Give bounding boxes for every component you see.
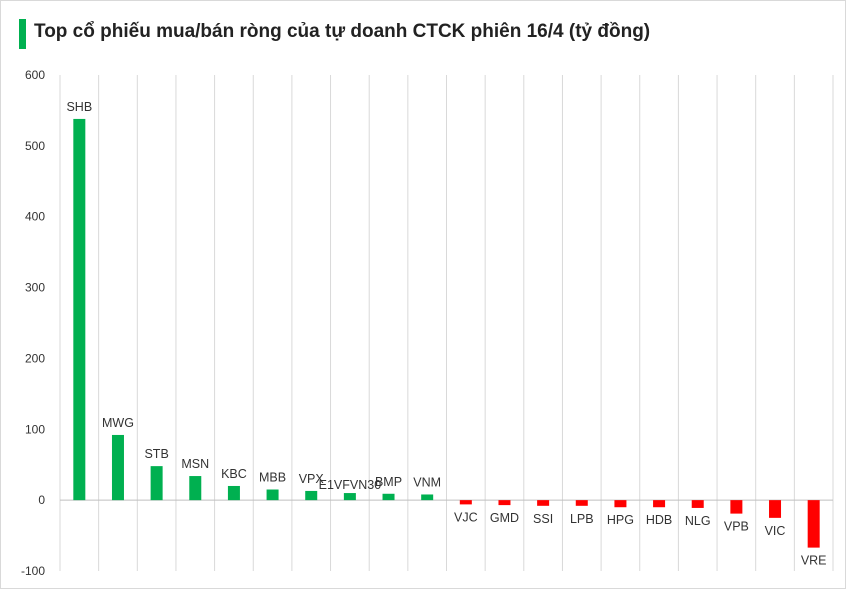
bar-lpb	[575, 500, 588, 506]
y-tick-label: 500	[25, 139, 45, 153]
category-label: VPX	[299, 472, 325, 486]
category-label: SSI	[533, 512, 553, 526]
bar-gmd	[498, 500, 511, 506]
bar-vpb	[730, 500, 743, 514]
y-tick-label: 400	[25, 210, 45, 224]
y-tick-label: 300	[25, 281, 45, 295]
bar-msn	[189, 476, 202, 501]
bar-nlg	[691, 500, 704, 508]
y-tick-label: 100	[25, 422, 45, 436]
category-label: MBB	[259, 471, 286, 485]
y-tick-label: 200	[25, 351, 45, 365]
y-tick-label: -100	[21, 564, 45, 578]
category-label: MWG	[102, 416, 134, 430]
category-label: LPB	[570, 512, 594, 526]
category-label: BMP	[375, 475, 402, 489]
category-label: HDB	[646, 513, 672, 527]
bar-vjc	[459, 500, 472, 505]
chart-title: Top cổ phiếu mua/bán ròng của tự doanh C…	[34, 21, 651, 42]
bar-stb	[150, 466, 163, 501]
bar-kbc	[227, 485, 240, 501]
bar-mbb	[266, 489, 279, 501]
bar-vnm	[421, 494, 434, 501]
category-label: GMD	[490, 511, 519, 525]
bar-hpg	[614, 500, 627, 508]
bar-vpx	[305, 490, 318, 501]
category-label: VPB	[724, 520, 749, 534]
y-tick-label: 600	[25, 68, 45, 82]
bar-shb	[73, 118, 86, 501]
category-label: SHB	[66, 100, 92, 114]
category-label: E1VFVN30	[319, 478, 382, 492]
category-label: VNM	[413, 475, 441, 489]
category-label: VRE	[801, 554, 827, 568]
bar-vic	[769, 500, 782, 518]
category-label: MSN	[181, 457, 209, 471]
bar-vre	[807, 500, 820, 548]
category-label: HPG	[607, 513, 634, 527]
bar-e1vfvn30	[343, 493, 356, 501]
title-accent-bar	[19, 19, 26, 49]
bar-bmp	[382, 493, 395, 501]
category-label: KBC	[221, 467, 247, 481]
category-label: NLG	[685, 514, 711, 528]
bar-hdb	[653, 500, 666, 508]
y-tick-label: 0	[38, 493, 45, 507]
bar-mwg	[111, 434, 124, 501]
bar-ssi	[537, 500, 550, 506]
category-label: VIC	[765, 524, 786, 538]
category-label: STB	[144, 447, 168, 461]
category-label: VJC	[454, 510, 478, 524]
